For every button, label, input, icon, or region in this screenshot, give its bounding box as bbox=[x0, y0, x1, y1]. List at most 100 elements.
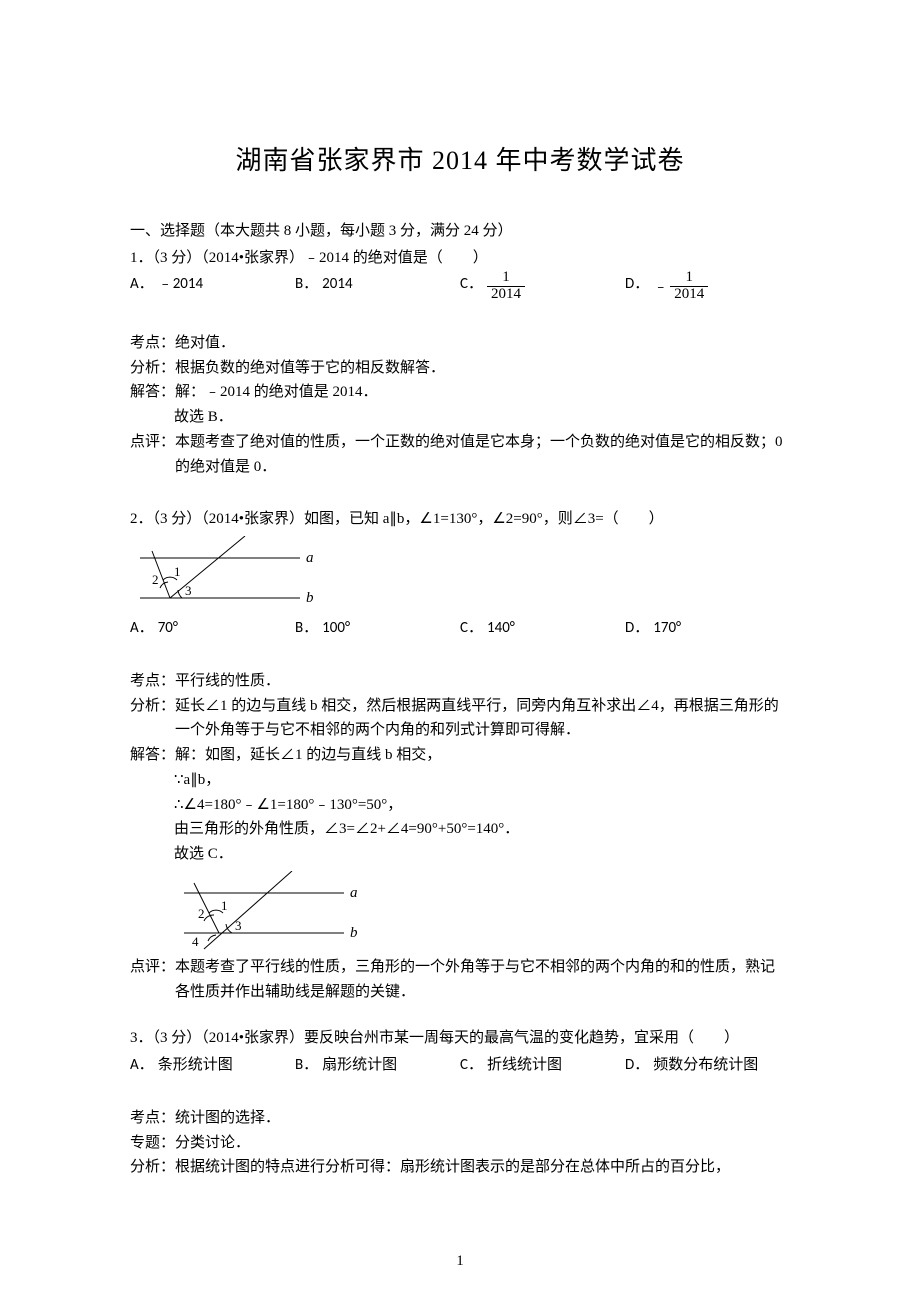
q2-fenxi: 分析： 延长∠1 的边与直线 b 相交，然后根据两直线平行，同旁内角互补求出∠4… bbox=[130, 694, 790, 744]
fraction-icon: 1 2014 bbox=[670, 270, 708, 303]
label-fenxi: 分析： bbox=[130, 694, 175, 719]
q1-opt-c: C． 1 2014 bbox=[460, 272, 625, 303]
q2-jieda: 解答： 解：如图，延长∠1 的边与直线 b 相交， bbox=[130, 743, 790, 768]
value-kaodian: 绝对值． bbox=[175, 331, 790, 356]
q1-fenxi: 分析： 根据负数的绝对值等于它的相反数解答． bbox=[130, 356, 790, 381]
opt-value: 170° bbox=[653, 616, 681, 641]
q1-analysis: 考点： 绝对值． 分析： 根据负数的绝对值等于它的相反数解答． 解答： 解：﹣2… bbox=[130, 331, 790, 480]
label-jieda: 解答： bbox=[130, 743, 175, 768]
fig-angle-2: 2 bbox=[152, 572, 159, 587]
label-dianping: 点评： bbox=[130, 430, 175, 455]
opt-label: C． bbox=[460, 272, 483, 297]
value-jieda-1: 解：﹣2014 的绝对值是 2014． bbox=[175, 380, 790, 405]
value-fenxi: 根据负数的绝对值等于它的相反数解答． bbox=[175, 356, 790, 381]
opt-value: 140° bbox=[487, 616, 515, 641]
label-kaodian: 考点： bbox=[130, 331, 175, 356]
opt-value: ﹣2014 bbox=[158, 272, 203, 297]
q2-kaodian: 考点： 平行线的性质． bbox=[130, 669, 790, 694]
q3-opt-a: A． 条形统计图 bbox=[130, 1053, 295, 1078]
q3-stem: 3．（3 分）（2014•张家界）要反映台州市某一周每天的最高气温的变化趋势，宜… bbox=[130, 1026, 790, 1051]
page: 湖南省张家界市 2014 年中考数学试卷 一、选择题（本大题共 8 小题，每小题… bbox=[0, 0, 920, 1302]
q3-options: A． 条形统计图 B． 扇形统计图 C． 折线统计图 D． 频数分布统计图 bbox=[130, 1053, 790, 1078]
opt-label: A． bbox=[130, 272, 154, 297]
label-fenxi: 分析： bbox=[130, 356, 175, 381]
fig-label-a: a bbox=[306, 550, 314, 566]
opt-label: C． bbox=[460, 1053, 483, 1078]
opt-label: B． bbox=[295, 1053, 318, 1078]
q2-opt-d: D． 170° bbox=[625, 616, 790, 641]
value-jieda-1: 解：如图，延长∠1 的边与直线 b 相交， bbox=[175, 743, 790, 768]
fig-angle-1: 1 bbox=[221, 898, 228, 913]
value-fenxi: 延长∠1 的边与直线 b 相交，然后根据两直线平行，同旁内角互补求出∠4，再根据… bbox=[175, 694, 790, 744]
fig-angle-4: 4 bbox=[192, 934, 199, 949]
opt-value: 扇形统计图 bbox=[322, 1053, 397, 1078]
q1-opt-b: B． 2014 bbox=[295, 272, 460, 297]
q1-dianping: 点评： 本题考查了绝对值的性质，一个正数的绝对值是它本身；一个负数的绝对值是它的… bbox=[130, 430, 790, 480]
opt-value: 2014 bbox=[322, 272, 352, 297]
q2-stem: 2．（3 分）（2014•张家界）如图，已知 a∥b，∠1=130°，∠2=90… bbox=[130, 507, 790, 532]
q1-stem: 1．（3 分）（2014•张家界）﹣2014 的绝对值是（ ） bbox=[130, 246, 790, 271]
fig-angle-1: 1 bbox=[174, 564, 181, 579]
q2-figure-2: a b 1 2 3 4 bbox=[130, 871, 790, 953]
frac-num: 1 bbox=[487, 270, 525, 287]
q3-opt-d: D． 频数分布统计图 bbox=[625, 1053, 790, 1078]
parallel-lines-diagram-icon: a b 1 2 3 bbox=[130, 536, 330, 614]
fig-label-b: b bbox=[350, 925, 358, 941]
opt-value: 100° bbox=[322, 616, 350, 641]
q1-jieda-line2: 故选 B． bbox=[130, 405, 790, 430]
doc-title: 湖南省张家界市 2014 年中考数学试卷 bbox=[130, 140, 790, 183]
fig-angle-3: 3 bbox=[235, 918, 242, 933]
fig-angle-3: 3 bbox=[185, 583, 192, 598]
q1-jieda: 解答： 解：﹣2014 的绝对值是 2014． bbox=[130, 380, 790, 405]
q1-opt-d: D． ﹣ 1 2014 bbox=[625, 272, 790, 303]
opt-label: D． bbox=[625, 272, 649, 297]
value-fenxi: 根据统计图的特点进行分析可得：扇形统计图表示的是部分在总体中所占的百分比， bbox=[175, 1155, 790, 1180]
frac-den: 2014 bbox=[487, 287, 525, 303]
fig-label-a: a bbox=[350, 885, 358, 901]
q3-analysis: 考点： 统计图的选择． 专题： 分类讨论． 分析： 根据统计图的特点进行分析可得… bbox=[130, 1106, 790, 1180]
label-kaodian: 考点： bbox=[130, 1106, 175, 1131]
opt-value: 70° bbox=[158, 616, 178, 641]
q2-jieda-line2: ∵a∥b， bbox=[130, 768, 790, 793]
q2-analysis: 考点： 平行线的性质． 分析： 延长∠1 的边与直线 b 相交，然后根据两直线平… bbox=[130, 669, 790, 1005]
value-kaodian: 平行线的性质． bbox=[175, 669, 790, 694]
q2-opt-c: C． 140° bbox=[460, 616, 625, 641]
label-jieda: 解答： bbox=[130, 380, 175, 405]
label-kaodian: 考点： bbox=[130, 669, 175, 694]
opt-value: 频数分布统计图 bbox=[653, 1053, 758, 1078]
neg-sign: ﹣ bbox=[653, 275, 668, 300]
opt-label: D． bbox=[625, 616, 649, 641]
section-1-header: 一、选择题（本大题共 8 小题，每小题 3 分，满分 24 分） bbox=[130, 219, 790, 244]
q3-kaodian: 考点： 统计图的选择． bbox=[130, 1106, 790, 1131]
opt-label: B． bbox=[295, 616, 318, 641]
opt-value: ﹣ 1 2014 bbox=[653, 272, 708, 303]
value-dianping: 本题考查了绝对值的性质，一个正数的绝对值是它本身；一个负数的绝对值是它的相反数；… bbox=[175, 430, 790, 480]
q1-options: A． ﹣2014 B． 2014 C． 1 2014 D． ﹣ 1 2014 bbox=[130, 272, 790, 303]
q2-jieda-line4: 由三角形的外角性质，∠3=∠2+∠4=90°+50°=140°． bbox=[130, 817, 790, 842]
page-number: 1 bbox=[0, 1249, 920, 1274]
q2-dianping: 点评： 本题考查了平行线的性质，三角形的一个外角等于与它不相邻的两个内角的和的性… bbox=[130, 955, 790, 1005]
value-kaodian: 统计图的选择． bbox=[175, 1106, 790, 1131]
label-dianping: 点评： bbox=[130, 955, 175, 980]
opt-label: B． bbox=[295, 272, 318, 297]
q2-opt-a: A． 70° bbox=[130, 616, 295, 641]
q2-jieda-line5: 故选 C． bbox=[130, 842, 790, 867]
opt-value: 条形统计图 bbox=[158, 1053, 233, 1078]
q3-opt-b: B． 扇形统计图 bbox=[295, 1053, 460, 1078]
q2-jieda-line3: ∴∠4=180°﹣∠1=180°﹣130°=50°， bbox=[130, 793, 790, 818]
label-fenxi: 分析： bbox=[130, 1155, 175, 1180]
fraction-icon: 1 2014 bbox=[487, 270, 525, 303]
opt-label: A． bbox=[130, 1053, 154, 1078]
fig-angle-2: 2 bbox=[198, 906, 205, 921]
q2-figure-1: a b 1 2 3 bbox=[130, 536, 790, 614]
q3: 3．（3 分）（2014•张家界）要反映台州市某一周每天的最高气温的变化趋势，宜… bbox=[130, 1026, 790, 1078]
label-zhuanti: 专题： bbox=[130, 1131, 175, 1156]
value-zhuanti: 分类讨论． bbox=[175, 1131, 790, 1156]
q3-zhuanti: 专题： 分类讨论． bbox=[130, 1131, 790, 1156]
q1-opt-a: A． ﹣2014 bbox=[130, 272, 295, 297]
q2-options: A． 70° B． 100° C． 140° D． 170° bbox=[130, 616, 790, 641]
opt-label: D． bbox=[625, 1053, 649, 1078]
value-dianping: 本题考查了平行线的性质，三角形的一个外角等于与它不相邻的两个内角的和的性质，熟记… bbox=[175, 955, 790, 1005]
q3-opt-c: C． 折线统计图 bbox=[460, 1053, 625, 1078]
q2-opt-b: B． 100° bbox=[295, 616, 460, 641]
